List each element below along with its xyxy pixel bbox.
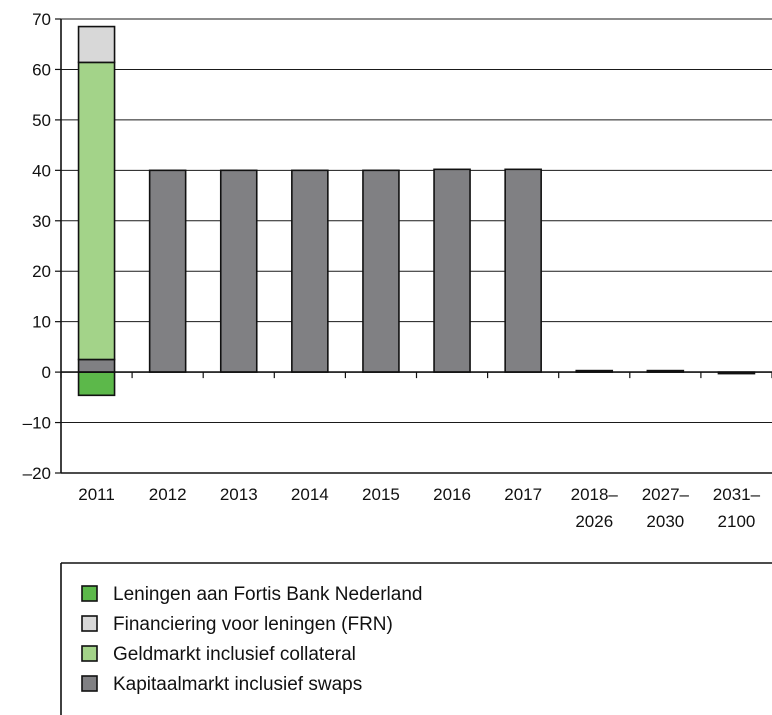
x-tick-labels: 2011 2012 2013 2014 2015 2016 2017 2018– 2026 202… xyxy=(78,485,760,531)
x-tick-label: 2011 xyxy=(78,485,115,504)
y-tick-label: 10 xyxy=(32,313,51,332)
bar-segment xyxy=(219,169,258,373)
y-tick-label: 40 xyxy=(32,161,51,180)
y-tick-labels: 70 60 50 40 30 20 10 0 –10 –20 xyxy=(23,10,51,483)
x-tick-label: 2017 xyxy=(504,485,542,504)
x-tick-label: 2030 xyxy=(646,512,684,531)
legend: Leningen aan Fortis Bank Nederland Financ… xyxy=(60,562,772,715)
bar-segment xyxy=(291,169,329,373)
bar-segment xyxy=(504,168,542,373)
legend-label: Kapitaalmarkt inclusief swaps xyxy=(113,674,362,695)
bars xyxy=(77,25,756,397)
bar-segment xyxy=(77,61,116,361)
y-tick-label: –20 xyxy=(23,464,51,483)
axes xyxy=(55,18,772,474)
y-tick-label: 20 xyxy=(32,262,51,281)
x-tick-label: 2031– xyxy=(713,485,761,504)
y-tick-label: 30 xyxy=(32,212,51,231)
bar-segment xyxy=(148,169,187,373)
legend-label: Financiering voor leningen (FRN) xyxy=(113,614,393,635)
y-tick-label: 50 xyxy=(32,111,51,130)
y-tick-label: 70 xyxy=(32,10,51,29)
x-tick-label: 2015 xyxy=(362,485,400,504)
x-tick-label: 2014 xyxy=(291,485,329,504)
bar-segment xyxy=(362,169,400,373)
legend-swatch xyxy=(81,585,98,602)
bar-segment xyxy=(77,25,116,64)
bar-segment xyxy=(77,358,116,373)
y-tick-label: –10 xyxy=(23,414,51,433)
y-tick-label: 60 xyxy=(32,60,51,79)
y-tick-label: 0 xyxy=(42,363,51,382)
x-tick-label: 2027– xyxy=(642,485,690,504)
legend-label: Leningen aan Fortis Bank Nederland xyxy=(113,584,422,605)
legend-label: Geldmarkt inclusief collateral xyxy=(113,644,356,665)
legend-swatch xyxy=(81,615,98,632)
x-tick-label: 2026 xyxy=(575,512,613,531)
legend-swatch xyxy=(81,645,98,662)
x-tick-label: 2016 xyxy=(433,485,471,504)
bar-segment xyxy=(433,168,471,373)
x-tick-label: 2013 xyxy=(220,485,258,504)
legend-swatch xyxy=(81,675,98,692)
x-tick-label: 2018– xyxy=(571,485,619,504)
bar-segment xyxy=(77,371,116,397)
x-tick-label: 2012 xyxy=(149,485,187,504)
x-tick-label: 2100 xyxy=(718,512,756,531)
